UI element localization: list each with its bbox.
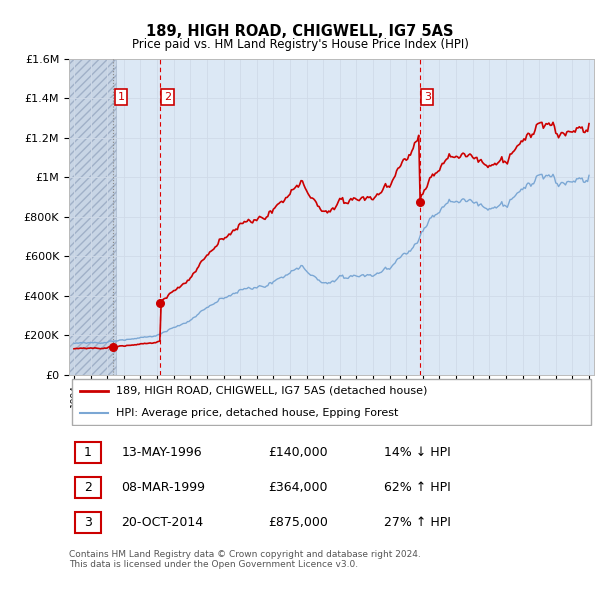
- Text: £875,000: £875,000: [269, 516, 328, 529]
- Text: 2: 2: [84, 481, 92, 494]
- Text: Price paid vs. HM Land Registry's House Price Index (HPI): Price paid vs. HM Land Registry's House …: [131, 38, 469, 51]
- Text: 189, HIGH ROAD, CHIGWELL, IG7 5AS (detached house): 189, HIGH ROAD, CHIGWELL, IG7 5AS (detac…: [116, 386, 428, 396]
- Text: 1: 1: [84, 446, 92, 459]
- FancyBboxPatch shape: [76, 477, 101, 498]
- Text: Contains HM Land Registry data © Crown copyright and database right 2024.
This d: Contains HM Land Registry data © Crown c…: [69, 550, 421, 569]
- Text: £364,000: £364,000: [269, 481, 328, 494]
- FancyBboxPatch shape: [76, 442, 101, 463]
- Text: 27% ↑ HPI: 27% ↑ HPI: [384, 516, 451, 529]
- FancyBboxPatch shape: [76, 512, 101, 533]
- FancyBboxPatch shape: [71, 379, 592, 425]
- Text: 20-OCT-2014: 20-OCT-2014: [121, 516, 203, 529]
- Text: 1: 1: [118, 92, 125, 102]
- Text: 2: 2: [164, 92, 171, 102]
- Text: HPI: Average price, detached house, Epping Forest: HPI: Average price, detached house, Eppi…: [116, 408, 398, 418]
- Text: £140,000: £140,000: [269, 446, 328, 459]
- Text: 14% ↓ HPI: 14% ↓ HPI: [384, 446, 451, 459]
- Text: 3: 3: [424, 92, 431, 102]
- Text: 08-MAR-1999: 08-MAR-1999: [121, 481, 205, 494]
- Text: 13-MAY-1996: 13-MAY-1996: [121, 446, 202, 459]
- Text: 189, HIGH ROAD, CHIGWELL, IG7 5AS: 189, HIGH ROAD, CHIGWELL, IG7 5AS: [146, 24, 454, 38]
- Text: 3: 3: [84, 516, 92, 529]
- Text: 62% ↑ HPI: 62% ↑ HPI: [384, 481, 451, 494]
